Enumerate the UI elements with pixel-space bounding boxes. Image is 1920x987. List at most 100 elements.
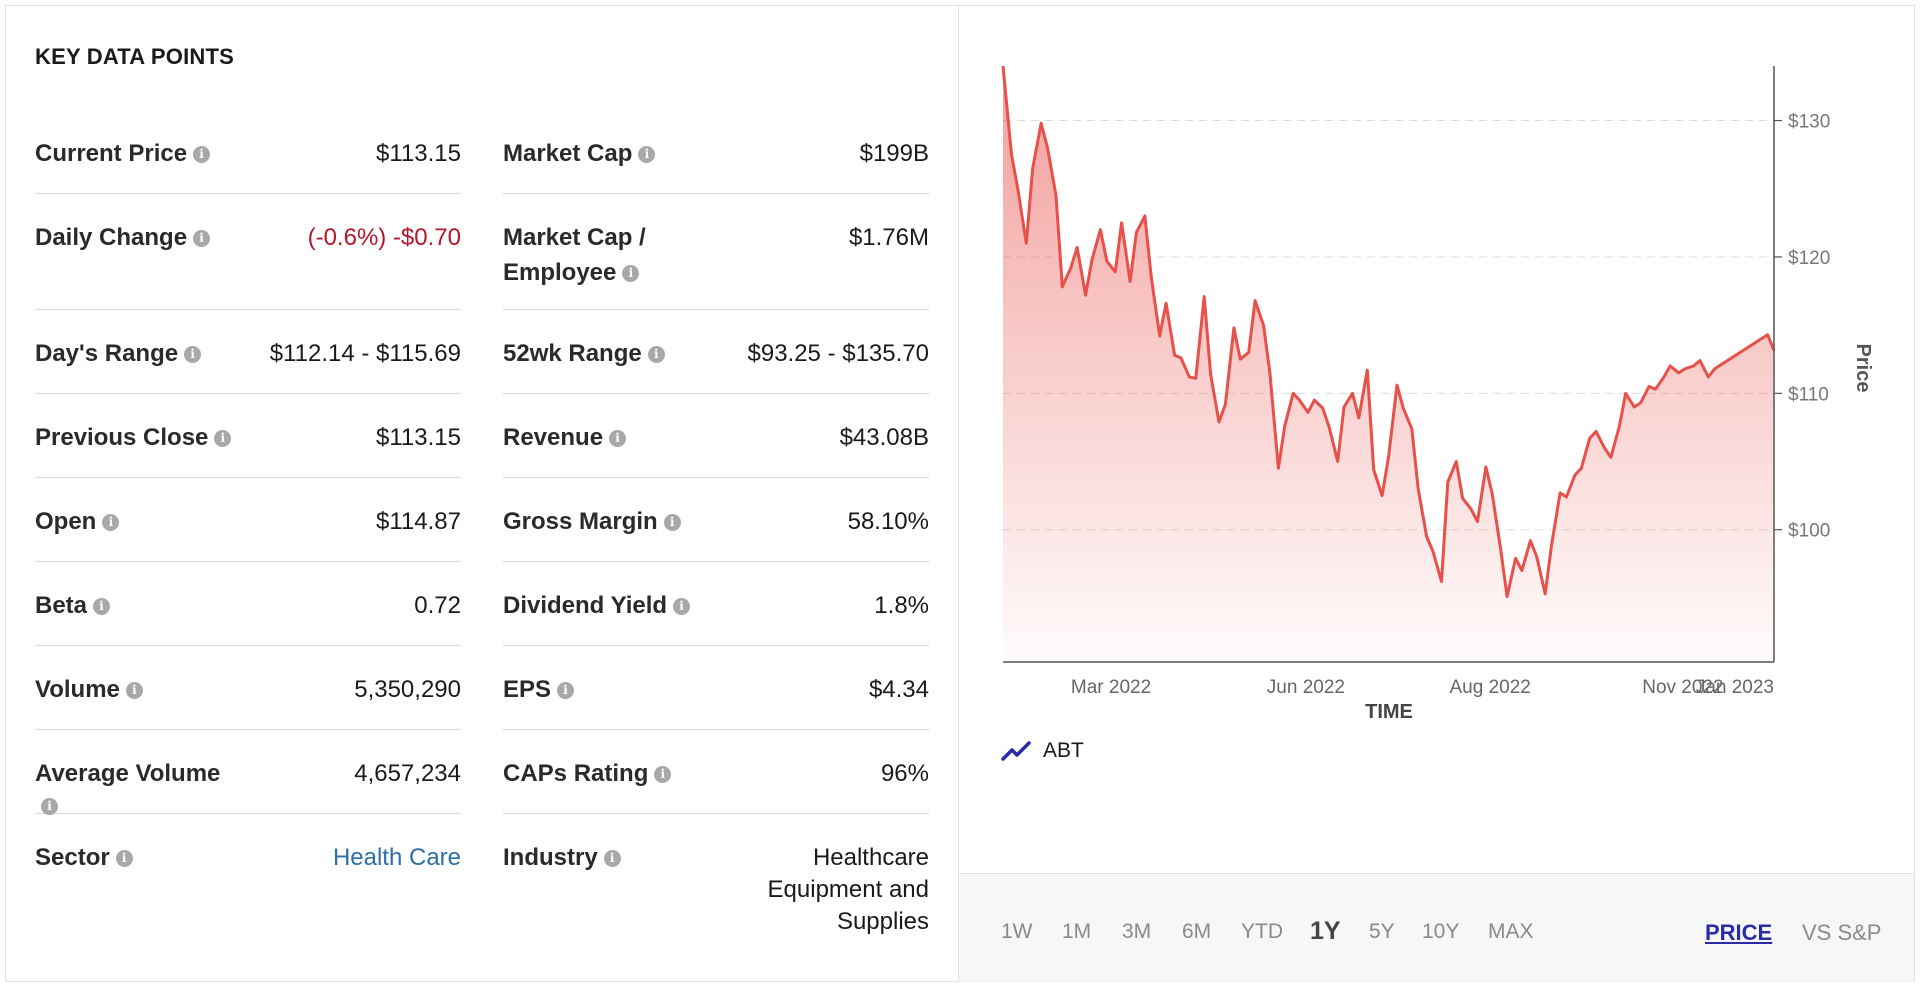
x-tick-label: Jan 2023 bbox=[1696, 677, 1774, 698]
info-circle-icon[interactable]: i bbox=[603, 850, 621, 867]
x-tick-label: Aug 2022 bbox=[1449, 677, 1530, 698]
price-area bbox=[1003, 66, 1774, 662]
range-button-ytd[interactable]: YTD bbox=[1241, 920, 1283, 943]
info-circle-icon[interactable]: i bbox=[41, 798, 58, 815]
stat-row-revenue: Revenue i $43.08B bbox=[503, 394, 929, 478]
stat-value-average-volume: 4,657,234 bbox=[354, 760, 461, 787]
stat-row-day-s-range: Day's Range i $112.14 - $115.69 bbox=[35, 310, 461, 394]
legend-label: ABT bbox=[1043, 739, 1084, 762]
stat-label-wrap: Market Cap / Employee i bbox=[503, 222, 683, 292]
info-circle-icon[interactable]: i bbox=[609, 430, 627, 447]
stat-label: Current Price bbox=[35, 140, 188, 167]
stat-label-wrap: Gross Margin i bbox=[503, 506, 681, 541]
x-tick-label: Jun 2022 bbox=[1267, 677, 1345, 698]
range-button-3m[interactable]: 3M bbox=[1122, 920, 1152, 943]
range-button-10y[interactable]: 10Y bbox=[1422, 920, 1460, 943]
range-button-1m[interactable]: 1M bbox=[1062, 920, 1092, 943]
range-button-max[interactable]: MAX bbox=[1488, 920, 1534, 943]
mode-button-vs-s-p[interactable]: VS S&P bbox=[1802, 920, 1882, 945]
stat-label: Previous Close bbox=[35, 424, 209, 451]
info-circle-icon[interactable]: i bbox=[214, 430, 232, 447]
stat-label: Market Cap bbox=[503, 140, 633, 167]
info-circle-icon[interactable]: i bbox=[647, 346, 665, 363]
y-tick-label: $120 bbox=[1788, 248, 1830, 269]
stat-value-52wk-range: $93.25 - $135.70 bbox=[747, 340, 930, 367]
info-circle-icon[interactable]: i bbox=[184, 346, 202, 363]
stat-value-sector[interactable]: Health Care bbox=[332, 844, 461, 871]
stat-row-gross-margin: Gross Margin i 58.10% bbox=[503, 478, 929, 562]
stat-label: Market Cap / Employee bbox=[503, 224, 646, 286]
stat-row-52wk-range: 52wk Range i $93.25 - $135.70 bbox=[503, 310, 929, 394]
info-circle-icon[interactable]: i bbox=[557, 682, 575, 699]
info-circle-icon[interactable]: i bbox=[654, 766, 672, 783]
stat-value-current-price: $113.15 bbox=[376, 140, 461, 167]
stat-label-wrap: Volume i bbox=[35, 674, 143, 709]
stat-row-eps: EPS i $4.34 bbox=[503, 646, 929, 730]
info-circle-icon[interactable]: i bbox=[673, 598, 691, 615]
stat-label-wrap: Dividend Yield i bbox=[503, 590, 691, 625]
stat-label: EPS bbox=[503, 676, 552, 703]
stat-label-wrap: Day's Range i bbox=[35, 338, 202, 373]
y-tick-label: $130 bbox=[1788, 112, 1830, 133]
stat-label: Average Volume bbox=[35, 760, 221, 787]
info-circle-icon[interactable]: i bbox=[193, 230, 211, 247]
range-button-1y[interactable]: 1Y bbox=[1310, 917, 1341, 945]
chart-legend[interactable]: ABT bbox=[1001, 739, 1084, 763]
range-button-6m[interactable]: 6M bbox=[1182, 920, 1212, 943]
stat-value-day-s-range: $112.14 - $115.69 bbox=[269, 340, 461, 367]
info-circle-icon[interactable]: i bbox=[622, 265, 640, 282]
stat-row-daily-change: Daily Change i (-0.6%) -$0.70 bbox=[35, 194, 461, 310]
panel-title: KEY DATA POINTS bbox=[35, 44, 234, 69]
stat-label: Day's Range bbox=[35, 340, 179, 367]
stat-row-beta: Beta i 0.72 bbox=[35, 562, 461, 646]
stat-label: Beta bbox=[35, 592, 88, 619]
stat-label-wrap: Open i bbox=[35, 506, 120, 541]
stat-label: Dividend Yield bbox=[503, 592, 668, 619]
stat-label: CAPs Rating bbox=[503, 760, 649, 787]
stat-label-wrap: 52wk Range i bbox=[503, 338, 665, 373]
stat-label: Gross Margin bbox=[503, 508, 658, 535]
stat-row-average-volume: Average Volume i 4,657,234 bbox=[35, 730, 461, 815]
stat-value-beta: 0.72 bbox=[414, 592, 461, 619]
stat-value-industry: Healthcare Equipment and Supplies bbox=[767, 844, 929, 935]
y-tick-labels: $130 $120 $110 $100 bbox=[1774, 112, 1830, 542]
chart-panel: $130 $120 $110 $100 Mar 2022 Jun 2022 Aug 202… bbox=[959, 6, 1914, 983]
stat-value-daily-change: (-0.6%) -$0.70 bbox=[307, 224, 461, 251]
stat-value-market-cap-employee: $1.76M bbox=[848, 224, 929, 251]
stat-value-gross-margin: 58.10% bbox=[847, 508, 929, 535]
stat-row-caps-rating: CAPs Rating i 96% bbox=[503, 730, 929, 814]
stat-label: Open bbox=[35, 508, 97, 535]
stat-label-wrap: Average Volume i bbox=[35, 758, 235, 825]
range-button-1w[interactable]: 1W bbox=[1001, 920, 1033, 943]
info-circle-icon[interactable]: i bbox=[125, 682, 143, 699]
x-tick-label: Mar 2022 bbox=[1071, 677, 1151, 698]
info-circle-icon[interactable]: i bbox=[115, 850, 133, 867]
stat-value-volume: 5,350,290 bbox=[354, 676, 461, 703]
x-axis-label: TIME bbox=[1365, 701, 1413, 723]
y-axis-label: Price bbox=[1852, 344, 1874, 393]
mode-button-price[interactable]: PRICE bbox=[1705, 920, 1773, 945]
stat-label: Volume bbox=[35, 676, 120, 703]
stat-label: 52wk Range bbox=[503, 340, 642, 367]
stat-label: Industry bbox=[503, 844, 598, 871]
key-data-panel: KEY DATA POINTS Current Price i $113.15 Dai… bbox=[6, 6, 959, 981]
stat-label: Daily Change bbox=[35, 224, 188, 251]
info-circle-icon[interactable]: i bbox=[102, 514, 120, 531]
info-circle-icon[interactable]: i bbox=[93, 598, 111, 615]
stat-value-open: $114.87 bbox=[376, 508, 461, 535]
stat-row-volume: Volume i 5,350,290 bbox=[35, 646, 461, 730]
info-circle-icon[interactable]: i bbox=[193, 146, 211, 163]
range-button-5y[interactable]: 5Y bbox=[1369, 920, 1395, 943]
info-circle-icon[interactable]: i bbox=[638, 146, 656, 163]
stat-label-wrap: Current Price i bbox=[35, 138, 211, 173]
stat-label: Sector bbox=[35, 844, 110, 871]
stat-label-wrap: EPS i bbox=[503, 674, 575, 709]
stat-value-revenue: $43.08B bbox=[839, 424, 929, 451]
stat-row-dividend-yield: Dividend Yield i 1.8% bbox=[503, 562, 929, 646]
stat-label-wrap: Industry i bbox=[503, 842, 621, 877]
range-selector: 1W 1M 3M 6M YTD 1Y 5Y 10Y MAX PRICE VS S&P bbox=[959, 873, 1914, 983]
stat-label-wrap: CAPs Rating i bbox=[503, 758, 672, 793]
line-chart-icon bbox=[1001, 741, 1031, 761]
info-circle-icon[interactable]: i bbox=[663, 514, 681, 531]
